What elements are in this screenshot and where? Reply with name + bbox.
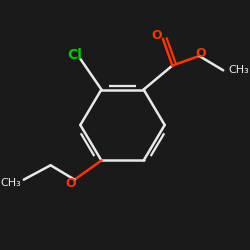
Text: CH₃: CH₃ xyxy=(0,178,21,188)
Text: O: O xyxy=(66,177,76,190)
Text: O: O xyxy=(152,29,162,42)
Text: O: O xyxy=(196,46,206,60)
Text: CH₃: CH₃ xyxy=(228,65,249,75)
Text: Cl: Cl xyxy=(67,48,82,62)
